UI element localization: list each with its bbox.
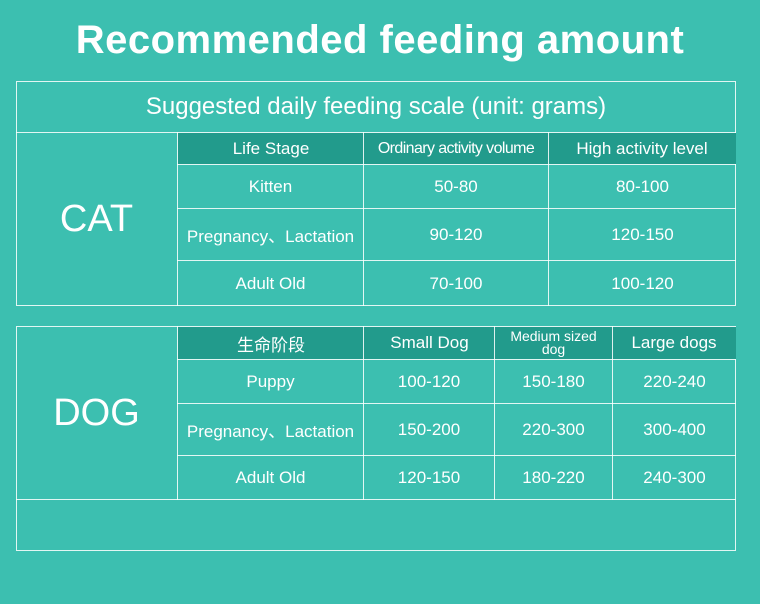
table-cell: 120-150: [397, 467, 461, 487]
divider: [177, 359, 736, 360]
table-cell: 150-200: [397, 419, 461, 439]
cat-header-high-activity: High activity level: [548, 133, 736, 164]
table-cell: 300-400: [643, 419, 706, 439]
table-cell: Kitten: [248, 176, 293, 196]
dog-label: DOG: [53, 391, 140, 434]
table-cell: 240-300: [643, 467, 706, 487]
table-cell: 70-100: [429, 273, 483, 293]
divider: [177, 132, 178, 306]
divider: [16, 499, 736, 500]
table-cell: 50-80: [434, 176, 478, 196]
cat-header-ordinary-activity: Ordinary activity volume: [364, 133, 548, 164]
table-cell: 180-220: [522, 467, 585, 487]
divider: [363, 326, 364, 500]
table-cell: 100-120: [397, 371, 461, 391]
divider: [177, 326, 178, 500]
divider: [177, 164, 736, 165]
table-cell: 150-180: [522, 371, 585, 391]
divider: [494, 326, 495, 500]
table-cell: Puppy: [246, 371, 295, 391]
table-cell: Pregnancy、Lactation: [186, 422, 355, 441]
dog-header-life-stage: 生命阶段: [178, 327, 364, 359]
table-cell: Adult Old: [235, 467, 306, 487]
divider: [548, 132, 549, 306]
table-cell: 80-100: [616, 176, 669, 196]
cat-label: CAT: [59, 198, 134, 240]
table-cell: 220-240: [643, 371, 706, 391]
divider: [363, 132, 364, 306]
cat-table-subtitle: Suggested daily feeding scale (unit: gra…: [145, 93, 607, 120]
table-cell: 90-120: [429, 224, 483, 244]
divider: [177, 455, 736, 456]
cat-table: [16, 81, 736, 306]
dog-table: [16, 326, 736, 551]
table-cell: Pregnancy、Lactation: [186, 227, 355, 246]
divider: [177, 208, 736, 209]
table-cell: Adult Old: [235, 273, 306, 293]
cat-header-life-stage: Life Stage: [178, 133, 364, 164]
dog-header-medium-dog: Medium sized dog: [495, 327, 612, 359]
divider: [612, 326, 613, 500]
dog-header-large-dogs: Large dogs: [612, 327, 736, 359]
table-cell: 220-300: [522, 419, 585, 439]
divider: [177, 403, 736, 404]
table-cell: 100-120: [611, 273, 674, 293]
table-cell: 120-150: [611, 224, 674, 244]
divider: [16, 132, 736, 133]
page-title: Recommended feeding amount: [75, 18, 685, 62]
divider: [177, 260, 736, 261]
dog-header-small-dog: Small Dog: [364, 327, 495, 359]
